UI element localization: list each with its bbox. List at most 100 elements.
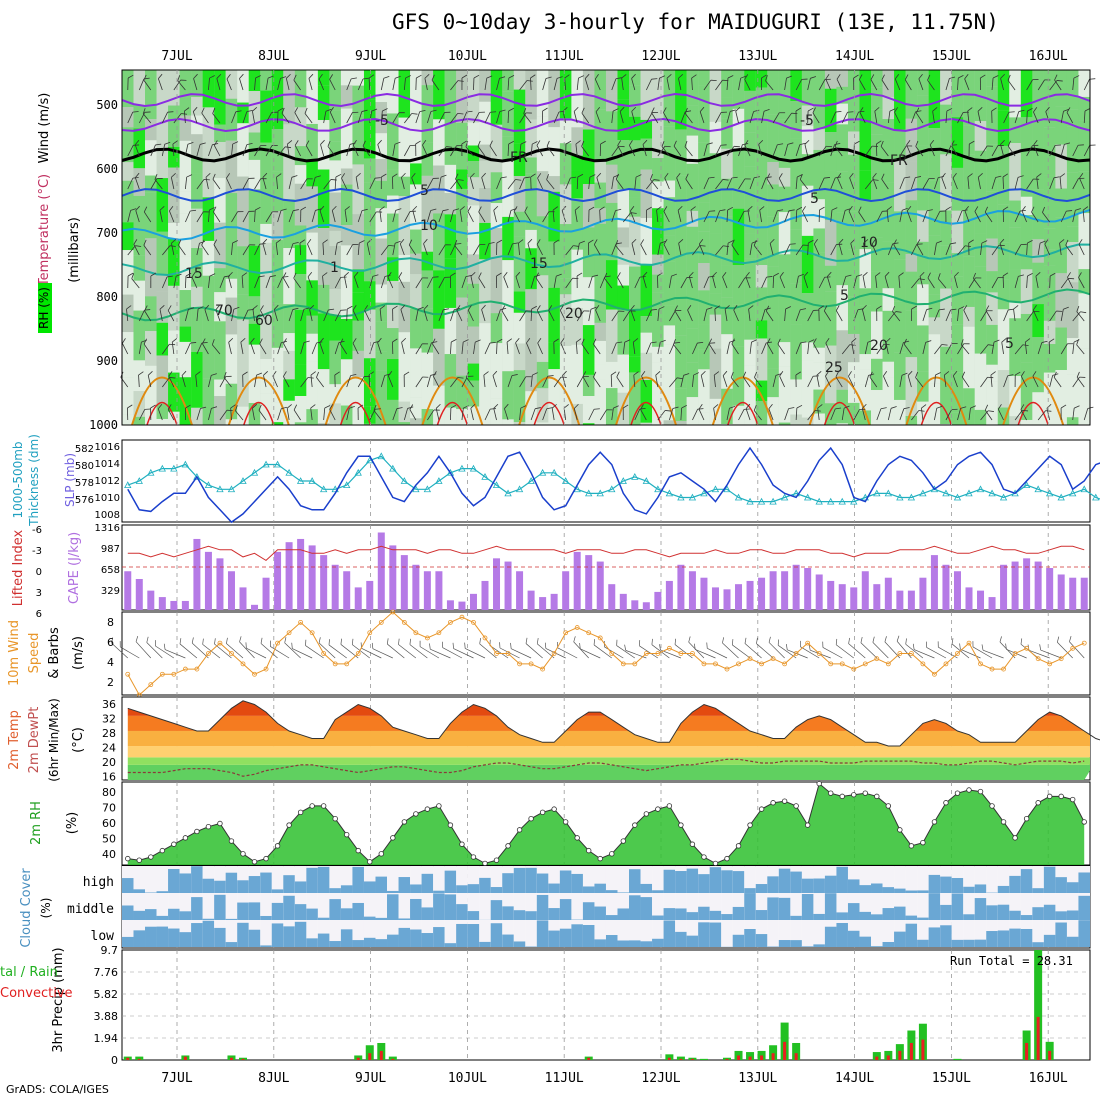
barb-flag xyxy=(294,140,299,146)
barb-flag xyxy=(395,75,401,79)
cloud-cell-high xyxy=(133,889,146,893)
rh-shade-cell xyxy=(582,374,595,397)
wind-barb xyxy=(423,238,428,256)
barb-flag xyxy=(461,74,468,79)
barb-flag xyxy=(745,403,751,409)
rh-shade-cell xyxy=(836,103,849,125)
cloud-cell-bg xyxy=(513,893,526,920)
barb-flag xyxy=(409,638,411,645)
wind10-barb xyxy=(732,639,751,659)
wind-barb xyxy=(150,143,162,157)
barb-flag xyxy=(1022,409,1029,412)
wind-barb xyxy=(799,173,808,190)
barb-flag xyxy=(157,403,163,409)
rh-shade-cell xyxy=(387,399,399,425)
cloud-cell-bg xyxy=(525,920,537,947)
barb-staff xyxy=(473,342,476,355)
wind-barb xyxy=(967,107,973,124)
barb-staff xyxy=(525,643,543,659)
wind-barb xyxy=(426,208,437,223)
rh-shade-cell xyxy=(421,85,434,143)
barb-flag xyxy=(664,173,669,179)
barb-staff xyxy=(807,242,809,256)
barb-flag xyxy=(751,240,758,244)
barb-flag xyxy=(751,339,757,343)
barb-staff xyxy=(957,210,963,223)
rh-shade-cell xyxy=(617,309,630,355)
cloud-cell-high xyxy=(686,868,699,893)
precip-total-bar xyxy=(780,1022,789,1060)
rh2m-point xyxy=(413,811,419,817)
cloud-cell-high xyxy=(329,888,341,893)
wind-barb xyxy=(134,172,140,190)
barb-flag xyxy=(578,75,584,79)
rh-shade-cell xyxy=(121,162,134,181)
barb-staff xyxy=(146,642,163,659)
wind-barb xyxy=(196,306,204,322)
barb-staff xyxy=(921,408,924,421)
rh-shade-cell xyxy=(582,91,595,130)
wind-barb xyxy=(277,406,288,421)
cloud-cell-middle xyxy=(548,908,560,920)
rh-shade-cell xyxy=(168,70,180,106)
rh-shade-cell xyxy=(502,216,514,261)
wind-barb xyxy=(319,205,325,223)
thickness-tick: 578 xyxy=(75,478,94,489)
barb-staff xyxy=(1003,375,1009,388)
wind-barb xyxy=(562,106,568,124)
barb-flag xyxy=(1067,343,1074,345)
wind10-point xyxy=(182,666,188,672)
rh-shade-cell xyxy=(340,184,353,226)
barb-flag xyxy=(226,637,228,644)
barb-flag xyxy=(450,272,456,277)
rh-shade-cell xyxy=(709,254,722,294)
cloud-cell-low xyxy=(871,946,883,947)
cloud-cell-bg xyxy=(571,893,583,920)
rh-shade-cell xyxy=(905,271,918,311)
rh-shade-cell xyxy=(225,193,238,224)
barb-flag xyxy=(630,304,635,310)
barb-staff xyxy=(884,276,889,289)
barb-staff xyxy=(1000,144,1004,157)
wind-barb xyxy=(438,146,453,157)
wind-barb xyxy=(1007,140,1016,157)
barb-flag xyxy=(490,111,497,113)
barb-staff xyxy=(784,309,786,322)
wind10-barb xyxy=(981,644,1004,659)
barb-staff xyxy=(611,177,614,190)
barb-staff xyxy=(703,309,708,322)
barb-flag xyxy=(463,339,469,343)
rh-shade-cell xyxy=(847,362,860,403)
cloud-cell-middle xyxy=(859,911,872,920)
rh-shade-cell xyxy=(352,320,365,351)
wind-barb xyxy=(216,73,222,91)
wind-barb xyxy=(1014,175,1024,190)
barb-staff xyxy=(208,375,212,388)
wind-barb xyxy=(848,371,855,388)
wind-barb xyxy=(339,338,348,355)
cape-bar xyxy=(262,577,270,610)
barb-flag xyxy=(987,145,993,147)
cloud-cell-low xyxy=(675,931,687,947)
barb-staff xyxy=(980,243,983,256)
barb-staff xyxy=(553,276,557,289)
barb-flag xyxy=(422,140,427,146)
barb-flag xyxy=(432,338,436,345)
rh-shade-cell xyxy=(548,70,560,128)
cape-bar xyxy=(204,551,212,610)
barb-flag xyxy=(867,340,874,343)
barb-staff xyxy=(593,376,601,388)
barb-staff xyxy=(1059,177,1062,190)
thickness-tick: 576 xyxy=(75,495,94,506)
barb-flag xyxy=(600,140,606,145)
rh-shade-cell xyxy=(410,253,422,275)
barb-flag xyxy=(143,74,147,81)
barb-staff xyxy=(527,243,532,256)
rh-shade-cell xyxy=(536,361,549,389)
wind-barb xyxy=(726,206,734,223)
barb-flag xyxy=(862,304,867,310)
barb-flag xyxy=(813,309,820,311)
rh-shade-cell xyxy=(1032,354,1044,393)
barb-flag xyxy=(444,111,451,113)
